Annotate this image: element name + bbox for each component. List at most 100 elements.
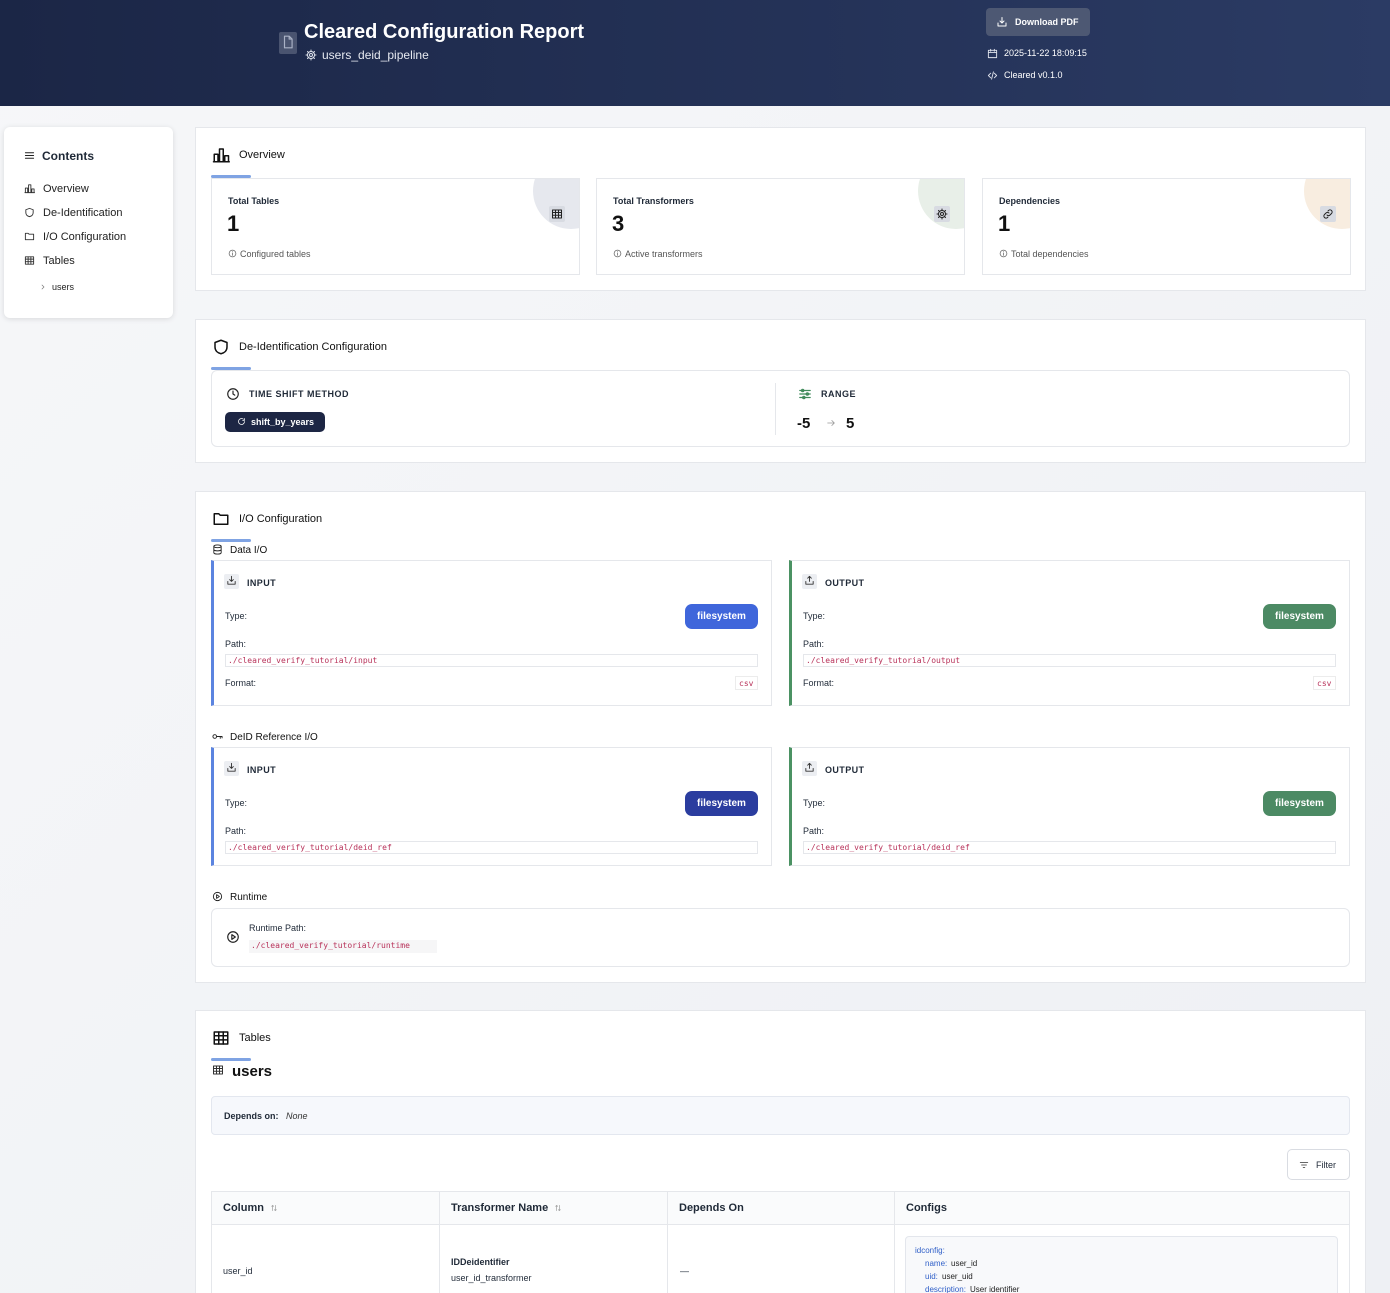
config-value: user_id [951,1259,978,1268]
stat-card: Total Tables 1 Configured tables [211,178,580,275]
deid-divider [775,383,776,435]
config-value: User identifier [970,1285,1020,1293]
sort-icon [271,1205,277,1211]
type-value: filesystem [697,798,746,809]
refresh-icon-part [238,418,245,425]
doc-icon-box [279,32,297,54]
card-note: Active transformers [625,249,703,259]
group-icon-part [212,734,218,739]
sliders-icon-part [800,388,805,393]
filter-button[interactable]: Filter [1287,1149,1350,1180]
format-value: csv [1317,679,1332,688]
runtime-path: ./cleared_verify_tutorial/runtime [251,941,410,950]
sliders-icon [799,388,811,400]
type-label: Type: [803,611,826,621]
runtime-icon-part [212,891,223,902]
gear-icon-part [307,51,315,59]
range-max: 5 [846,415,855,432]
io-card: INPUT Type: filesystem Path: ./cleared_verif… [211,747,772,866]
column-header[interactable]: Transformer Name [451,1202,549,1214]
nav-icon-part [24,256,35,265]
config-value: user_uid [942,1272,973,1281]
nav-icon-part [24,232,35,241]
section-icon [213,513,229,525]
group-icon-part [213,545,222,555]
io-icon-part [227,575,236,585]
card-value: 1 [998,211,1011,236]
section-title: De-Identification Configuration [239,341,387,353]
card-icon-part [936,208,948,220]
nav-link[interactable]: Tables [43,255,75,267]
card-icon-part [938,210,946,218]
section-title: Overview [239,149,285,161]
path-box: ./cleared_verify_tutorial/deid_ref [803,841,1336,854]
filter-icon [1299,1162,1309,1168]
doc-icon [283,35,293,49]
section-underline [211,1058,251,1061]
path-label: Path: [803,826,825,836]
section-icon [214,339,228,355]
group-icon-part [216,736,223,739]
refresh-icon [238,418,245,425]
nav-icon [25,207,34,218]
download-button[interactable]: Download PDF [986,8,1090,36]
io-icon [805,762,814,772]
io-heading: OUTPUT [825,578,865,588]
io-icon [805,575,814,585]
sort-icon-part [271,1205,277,1211]
card-note: Total dependencies [1011,249,1089,259]
nav-link[interactable]: Overview [43,183,89,195]
path-value: ./cleared_verify_tutorial/input [228,656,378,665]
group-icon [212,734,223,739]
range-label: RANGE [821,389,857,399]
calendar-icon-part [987,48,998,54]
card-value: 3 [612,211,625,236]
card-icon-part [552,209,562,219]
io-icon-part [805,762,814,772]
section-icon-part [213,513,229,525]
nav-link[interactable]: De-Identification [43,207,123,219]
path-box: ./cleared_verify_tutorial/output [803,654,1336,667]
section-icon-part [212,148,230,163]
runtime-icon-part [216,894,220,899]
deid-section [195,319,1366,463]
clock-icon-part [227,388,239,400]
group-title: Runtime [230,892,268,903]
sliders-icon-part [805,392,810,396]
menu-icon [24,152,35,159]
path-label: Path: [225,826,247,836]
info-icon-part [228,249,237,258]
column-header[interactable]: Column [223,1202,264,1214]
io-card: INPUT Type: filesystem Path: ./cleared_verif… [211,560,772,706]
io-icon [227,762,236,772]
path-box: ./cleared_verify_tutorial/input [225,654,758,667]
type-badge: filesystem [1263,604,1336,629]
section-underline [211,175,251,178]
io-heading: INPUT [247,578,276,588]
deid-box [211,370,1350,447]
card-icon [936,208,948,220]
gear-icon-part [309,53,313,57]
depends-box [211,1096,1350,1135]
section-icon-part [213,1031,229,1045]
stat-card: Total Transformers 3 Active transformers [596,178,965,275]
doc-icon-part [283,35,293,49]
path-value: ./cleared_verify_tutorial/deid_ref [228,843,392,852]
nav-sublink[interactable]: users [52,282,75,292]
section-icon-part [213,1031,229,1045]
format-value: csv [739,679,754,688]
gear-icon [305,49,317,61]
menu-icon-part [24,152,35,159]
config-heading: idconfig: [915,1246,945,1255]
nav-link[interactable]: I/O Configuration [43,231,127,243]
sliders-icon-part [802,395,806,400]
group-icon [213,544,222,555]
io-icon [227,575,236,585]
gear-icon-part [305,49,317,61]
nav-icon [24,184,35,194]
runtime-box [211,908,1350,967]
cell-transformer-name: user_id_transformer [451,1273,532,1283]
method-label: TIME SHIFT METHOD [249,389,349,399]
cell-column: user_id [223,1266,253,1276]
